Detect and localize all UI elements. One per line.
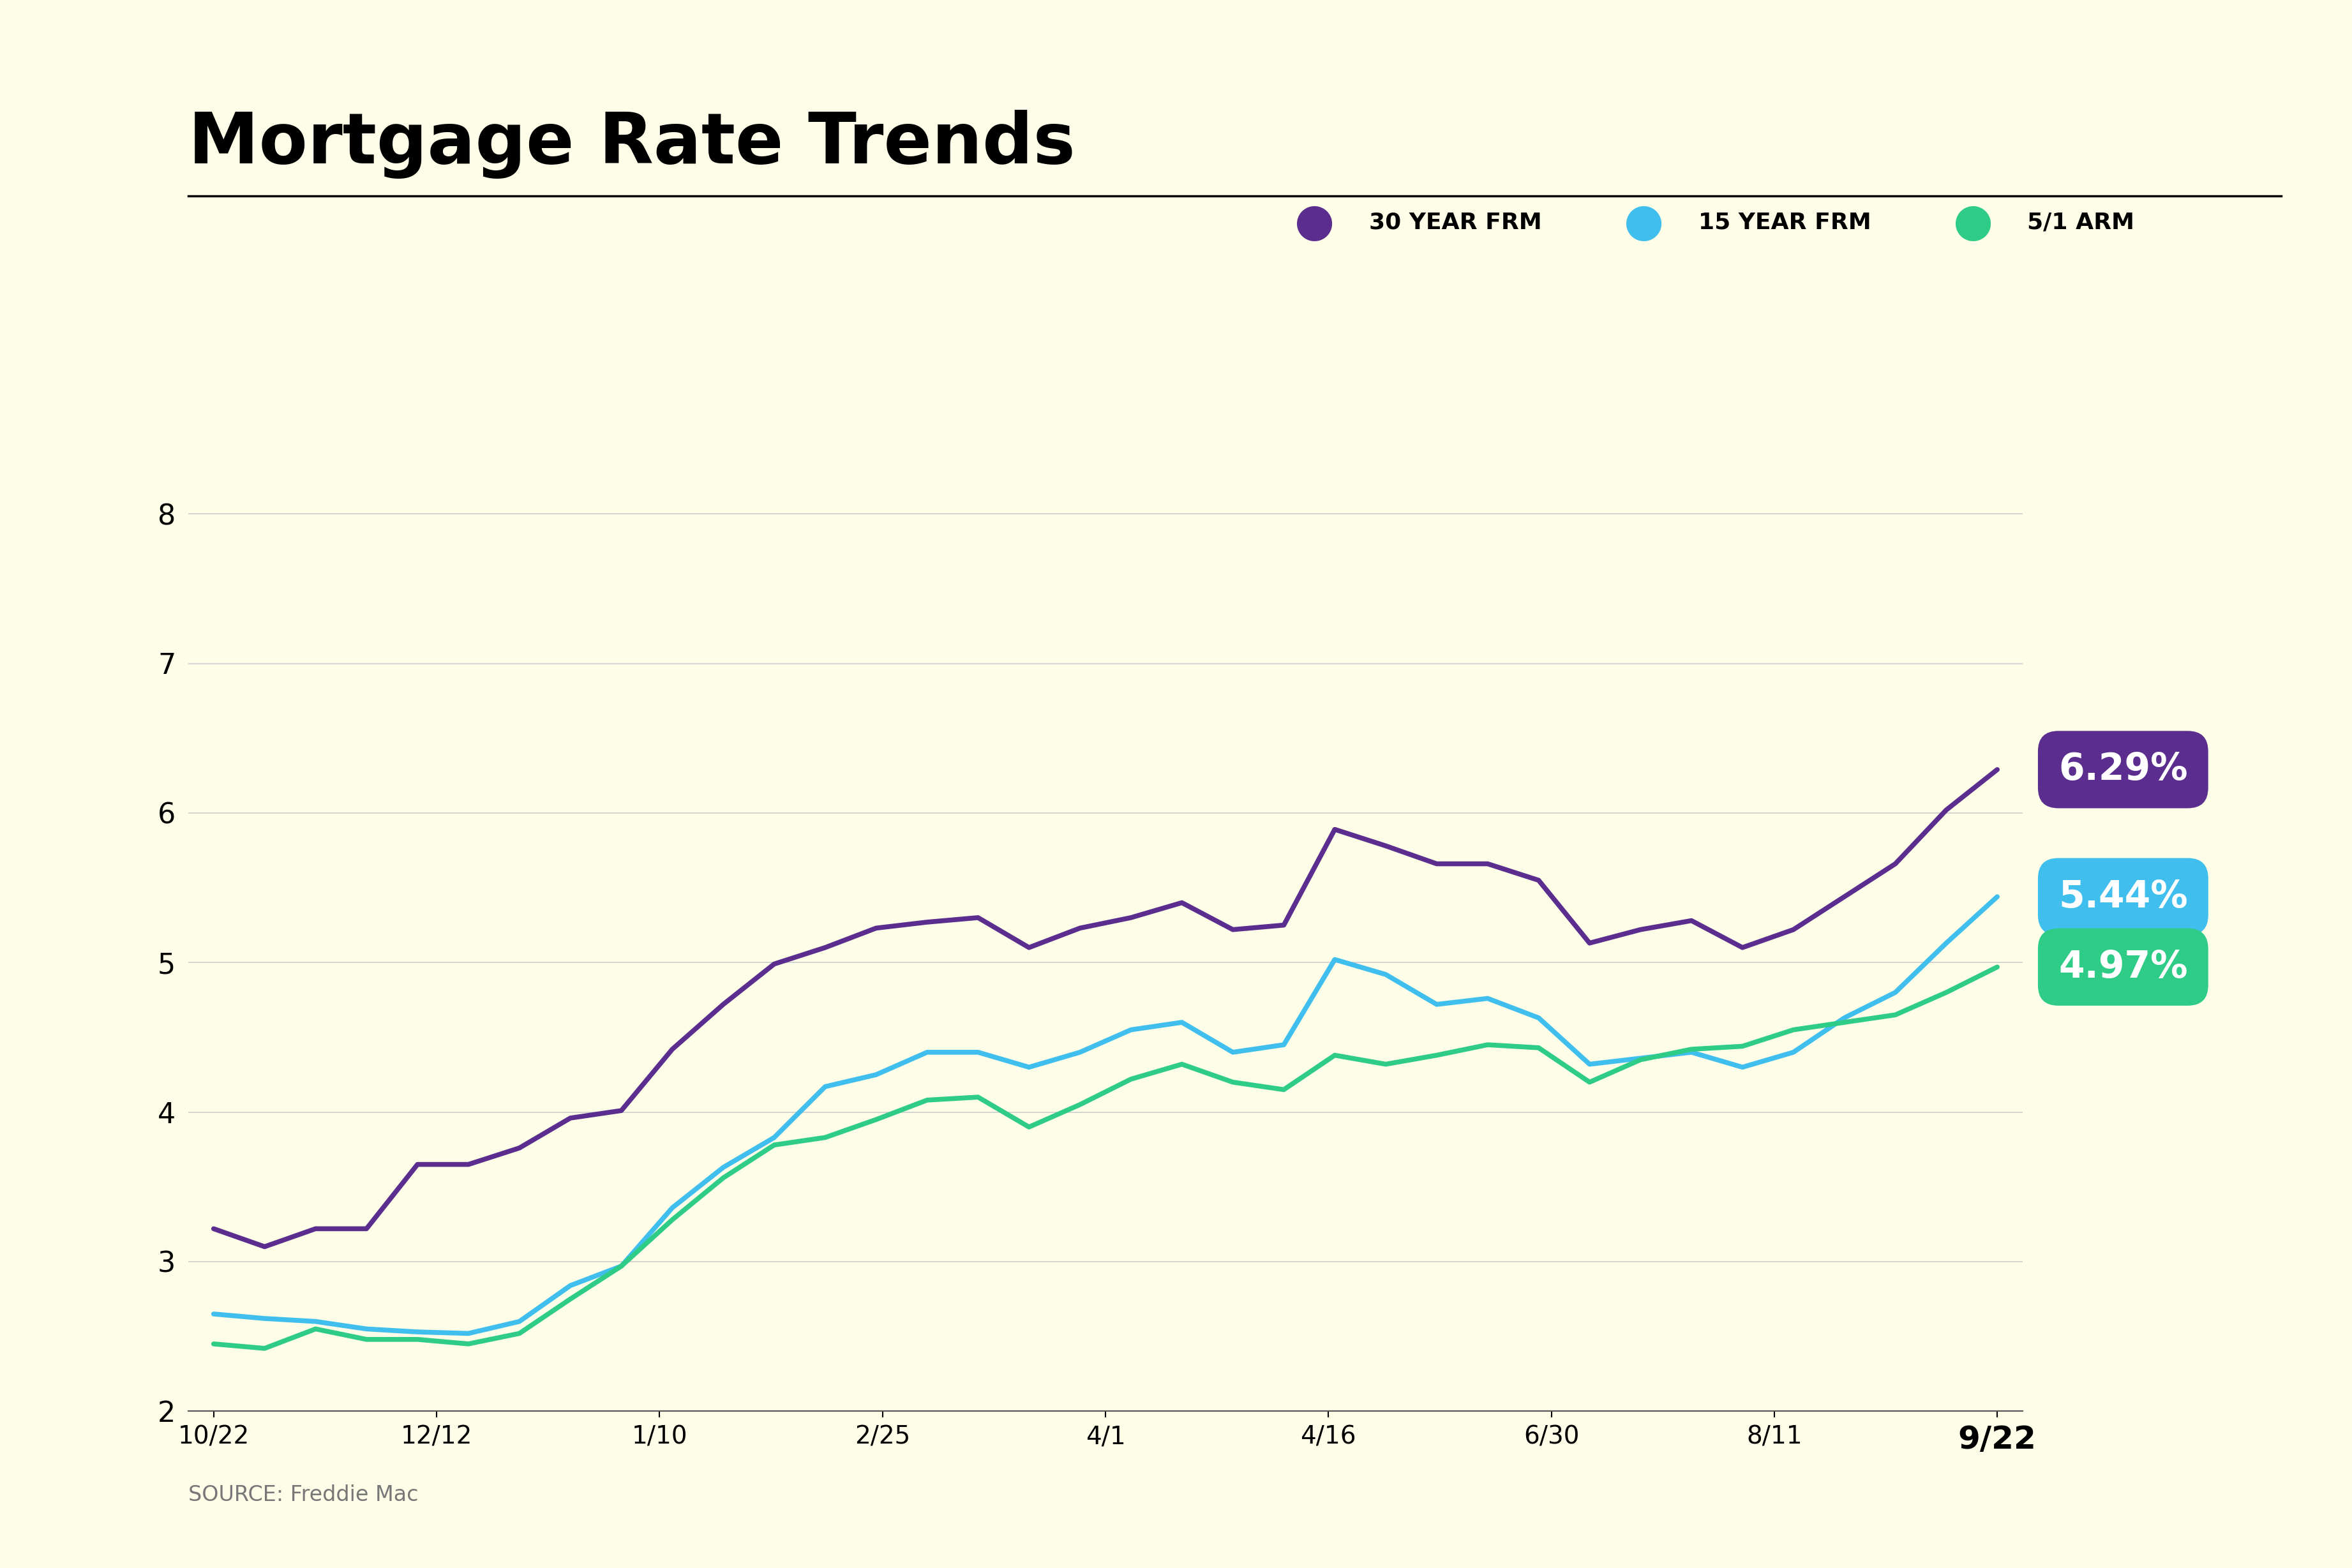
Text: ●: ●: [1952, 201, 1992, 245]
Text: 5/1 ARM: 5/1 ARM: [2027, 212, 2136, 234]
Text: 5.44%: 5.44%: [2058, 878, 2187, 914]
Text: 6.29%: 6.29%: [2058, 751, 2187, 787]
Text: 30 YEAR FRM: 30 YEAR FRM: [1369, 212, 1541, 234]
Text: 4.97%: 4.97%: [2058, 949, 2187, 985]
Text: ●: ●: [1294, 201, 1334, 245]
Text: ●: ●: [1623, 201, 1663, 245]
Text: Mortgage Rate Trends: Mortgage Rate Trends: [188, 110, 1075, 179]
Text: SOURCE: Freddie Mac: SOURCE: Freddie Mac: [188, 1485, 419, 1505]
Text: 15 YEAR FRM: 15 YEAR FRM: [1698, 212, 1870, 234]
